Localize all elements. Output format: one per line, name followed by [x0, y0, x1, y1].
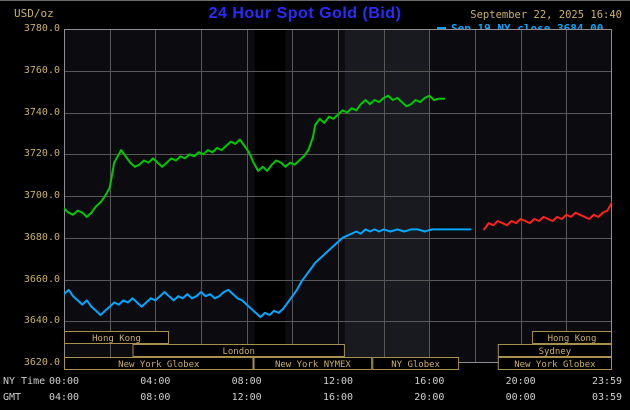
- session-box: [64, 331, 169, 344]
- chart-plot-area: Hong Kong Hong Kong London Sydney New York G…: [63, 29, 613, 375]
- series-sep-19-ny-close: [63, 228, 472, 319]
- gmt-axis-caption: GMT: [3, 392, 22, 403]
- y-tick-label: 3740.0: [23, 106, 60, 118]
- ny-time-tick-label: 16:00: [414, 376, 445, 387]
- session-label: NY Globex: [391, 360, 440, 370]
- session-box: [532, 331, 613, 344]
- chart-datetime: September 22, 2025 16:40: [470, 9, 622, 21]
- session-label: Sydney: [539, 347, 572, 357]
- ny-time-tick-label: 08:00: [231, 376, 262, 387]
- ny-time-tick-label: 20:00: [505, 376, 536, 387]
- y-tick-label: 3760.0: [23, 64, 60, 76]
- gmt-tick-label: 04:00: [48, 392, 80, 403]
- ny-time-tick-label: 04:00: [140, 376, 171, 387]
- session-box: [497, 344, 612, 357]
- y-tick-label: 3700.0: [23, 190, 60, 201]
- y-tick-label: 3640.0: [23, 315, 60, 327]
- gmt-tick-label: 20:00: [414, 392, 445, 403]
- session-label: Hong Kong: [92, 334, 141, 344]
- session-box: [132, 344, 345, 357]
- ny-time-tick-label: 23:59: [591, 376, 623, 387]
- series-sep-21-sunday: [483, 201, 613, 231]
- legend-swatch: [437, 27, 446, 29]
- ny-time-tick-label: 12:00: [322, 376, 354, 387]
- session-box: [253, 357, 373, 370]
- y-tick-label: 3680.0: [23, 231, 60, 243]
- session-label: New York Globex: [118, 360, 200, 370]
- y-tick-label: 3780.0: [23, 23, 60, 34]
- y-tick-label: 3660.0: [23, 273, 60, 285]
- gmt-tick-label: 08:00: [140, 392, 171, 403]
- y-tick-label: 3720.0: [23, 148, 60, 160]
- session-label: New York NYMEX: [275, 360, 351, 370]
- gmt-tick-label: 03:59: [591, 392, 623, 403]
- gmt-tick-label: 00:00: [505, 392, 536, 403]
- session-box: [372, 357, 460, 370]
- session-box: [64, 357, 254, 370]
- session-label: Hong Kong: [548, 334, 597, 344]
- session-box: [497, 357, 612, 370]
- y-axis-units: USD/oz: [14, 7, 54, 20]
- gmt-tick-label: 12:00: [231, 392, 262, 403]
- chart-svg: Hong Kong Hong Kong London Sydney New York G…: [63, 29, 613, 370]
- ny-time-tick-label: 00:00: [48, 376, 80, 387]
- series-sep-22: [63, 94, 446, 218]
- session-label: London: [222, 347, 255, 357]
- chart-title: 24 Hour Spot Gold (Bid): [208, 5, 402, 22]
- y-tick-label: 3620.0: [23, 357, 60, 368]
- gmt-tick-label: 16:00: [322, 392, 354, 403]
- ny-time-axis-caption: NY Time: [3, 376, 46, 387]
- session-label: New York Globex: [514, 360, 596, 370]
